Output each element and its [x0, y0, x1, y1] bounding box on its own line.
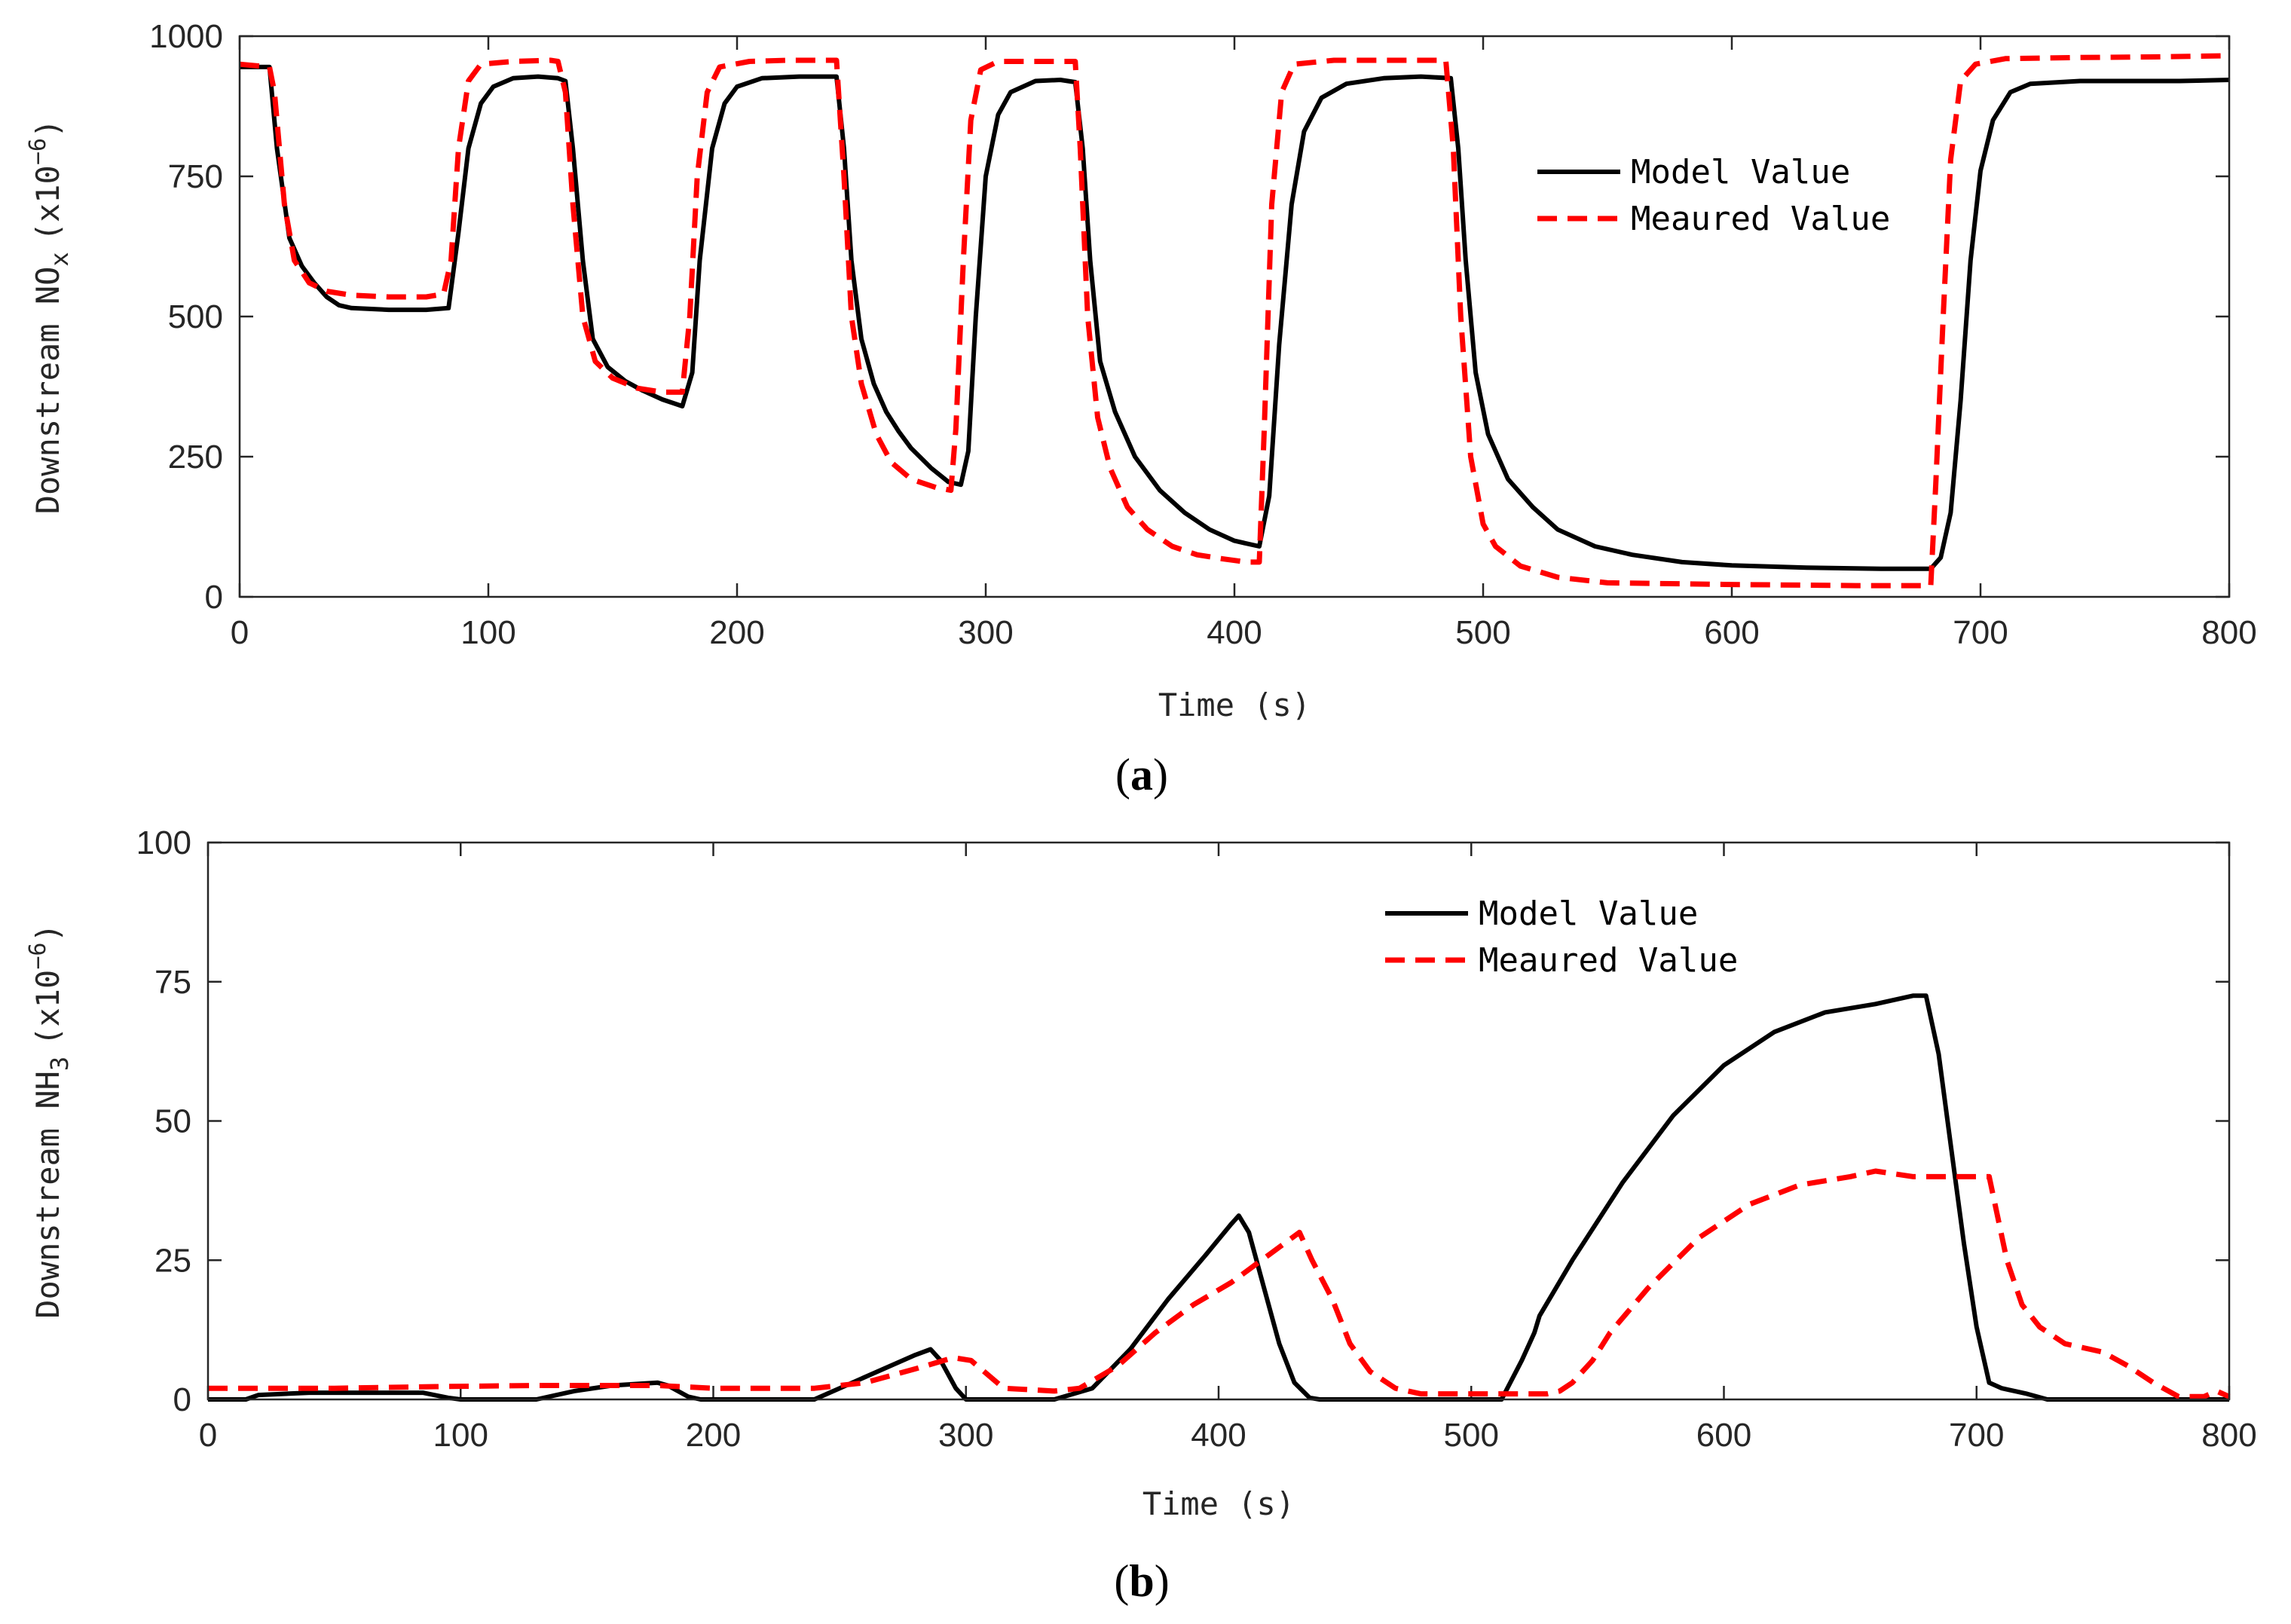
panel-a-caption-letter: a: [1130, 750, 1153, 800]
panel-a-series-measured-line: [239, 53, 2230, 589]
panel-b-caption: (b): [1114, 1556, 1169, 1606]
panel-b-x-tick-label: 700: [1949, 1417, 2004, 1454]
panel-b-y-label-unit: (x10: [29, 970, 66, 1046]
chart-panel-b: 0 100 200 300 400 500 600 700 800 0 25 50 75 100 Time…: [25, 824, 2257, 1606]
chart-panel-a: 0 100 200 300 400 500 600 700 80002505007501000 …: [25, 18, 2257, 800]
panel-a-y-label-base: Downstream NO: [29, 267, 66, 515]
panel-b-y-tick-label: 100: [136, 824, 191, 861]
panel-a-legend: Model Value Meaured Value: [1537, 153, 1890, 238]
panel-a-y-label-unit: (x10: [29, 165, 66, 241]
panel-a-x-tick-label: 800: [2201, 614, 2256, 651]
panel-a-ticks: [238, 35, 2231, 598]
panel-a-x-tick-label: 0: [231, 614, 249, 651]
panel-a-x-axis-label: Time (s): [1158, 687, 1311, 723]
panel-b-x-tick-label: 100: [433, 1417, 488, 1454]
panel-a-x-tick-label: 200: [709, 614, 764, 651]
panel-a-y-label-unit-close: ): [29, 119, 66, 138]
panel-b-y-tick-label: 25: [154, 1242, 191, 1279]
panel-a-x-tick-label: 300: [958, 614, 1013, 651]
panel-b-tick-labels: 0 100 200 300 400 500 600 700 800 0 25 50 75 100: [136, 824, 2257, 1454]
panel-b-y-label-unit-close: ): [29, 923, 66, 942]
panel-b-caption-letter: b: [1129, 1556, 1154, 1606]
panel-a-x-tick-label: 600: [1704, 614, 1759, 651]
panel-a-y-tick-label: 750: [168, 158, 223, 195]
panel-b-x-tick-label: 800: [2201, 1417, 2256, 1454]
panel-a-axes-frame: [238, 35, 2231, 598]
panel-a-x-tick-label: 100: [460, 614, 515, 651]
panel-b-legend: Model Value Meaured Value: [1385, 895, 1738, 980]
panel-a-x-tick-label: 400: [1207, 614, 1262, 651]
panel-b-series: [208, 993, 2231, 1402]
panel-b-x-tick-label: 200: [686, 1417, 741, 1454]
panel-b-x-tick-label: 0: [199, 1417, 217, 1454]
panel-b-ticks: [206, 841, 2231, 1401]
panel-a-legend-label-model: Model Value: [1631, 153, 1850, 191]
panel-a-y-label-exponent: −6: [25, 138, 51, 165]
panel-a-legend-label-measured: Meaured Value: [1631, 200, 1890, 238]
panel-a-y-tick-label: 250: [168, 439, 223, 476]
panel-b-y-label-exponent: −6: [25, 943, 51, 970]
panel-b-legend-label-measured: Meaured Value: [1479, 941, 1738, 980]
panel-a-series: [239, 53, 2230, 589]
panel-b-x-tick-label: 500: [1444, 1417, 1499, 1454]
panel-a-y-label-subscript: x: [45, 252, 74, 266]
panel-b-y-label-base: Downstream NH: [29, 1071, 66, 1319]
panel-a-y-tick-label: 0: [205, 579, 223, 616]
panel-b-series-model-line: [208, 993, 2229, 1402]
panel-a-tick-labels: 0 100 200 300 400 500 600 700 800 0 250 500 750 1000: [149, 18, 2257, 651]
panel-b-x-tick-label: 600: [1696, 1417, 1751, 1454]
panel-b-x-tick-label: 400: [1191, 1417, 1246, 1454]
panel-a-x-tick-label: 500: [1455, 614, 1510, 651]
panel-a-x-tick-label: 700: [1953, 614, 2008, 651]
panel-a-y-tick-label: 1000: [149, 18, 223, 55]
panel-b-y-tick-label: 0: [173, 1381, 191, 1418]
panel-b-legend-label-model: Model Value: [1479, 895, 1698, 933]
panel-b-x-axis-label: Time (s): [1142, 1485, 1295, 1522]
panel-b-x-tick-label: 300: [938, 1417, 993, 1454]
panel-b-series-measured-line: [208, 1168, 2231, 1399]
panel-b-y-tick-label: 75: [154, 964, 191, 1001]
panel-b-y-label-subscript: 3: [45, 1057, 74, 1071]
panel-b-axes-frame: [206, 841, 2231, 1401]
panel-b-y-axis-label: Downstream NH3 (x10−6): [25, 923, 74, 1319]
panel-a-y-axis-label: Downstream NOx (x10−6): [25, 119, 74, 515]
panel-a-y-tick-label: 500: [168, 298, 223, 335]
panel-b-y-tick-label: 50: [154, 1103, 191, 1140]
panel-a-series-model-line: [240, 64, 2230, 571]
panel-a-caption: (a): [1115, 750, 1168, 800]
